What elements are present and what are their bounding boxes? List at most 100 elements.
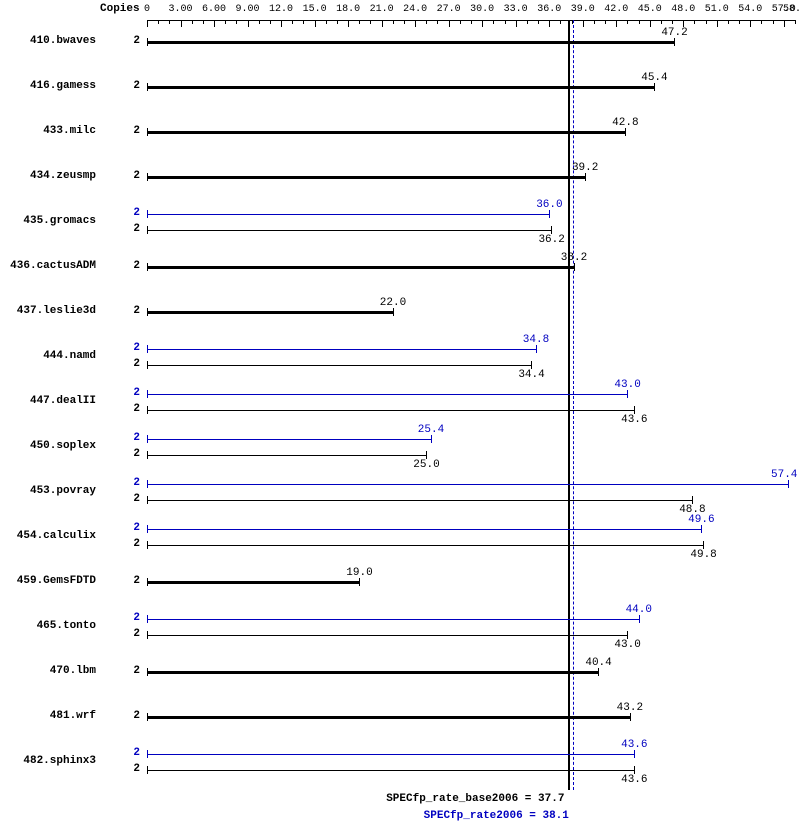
peak-bar-endcap bbox=[639, 615, 640, 623]
tick-label: 48.0 bbox=[671, 4, 695, 15]
tick-label: 51.0 bbox=[705, 4, 729, 15]
peak-copies: 2 bbox=[120, 522, 140, 534]
peak-copies: 2 bbox=[120, 477, 140, 489]
peak-bar bbox=[147, 619, 639, 620]
minor-tick bbox=[292, 20, 293, 24]
minor-tick bbox=[560, 20, 561, 24]
base-value: 38.2 bbox=[561, 252, 587, 264]
minor-tick bbox=[404, 20, 405, 24]
tick-label: 36.0 bbox=[537, 4, 561, 15]
major-tick bbox=[482, 20, 483, 27]
tick-label: 9.00 bbox=[236, 4, 260, 15]
minor-tick bbox=[426, 20, 427, 24]
base-value: 42.8 bbox=[612, 117, 638, 129]
major-tick bbox=[315, 20, 316, 27]
base-bar bbox=[147, 311, 393, 314]
peak-bar bbox=[147, 394, 627, 395]
benchmark-label: 434.zeusmp bbox=[0, 170, 96, 182]
tick-label: 21.0 bbox=[370, 4, 394, 15]
base-bar-endcap bbox=[654, 83, 655, 91]
minor-tick bbox=[739, 20, 740, 24]
major-tick bbox=[717, 20, 718, 27]
minor-tick bbox=[795, 20, 796, 24]
benchmark-label: 450.soplex bbox=[0, 440, 96, 452]
base-bar bbox=[147, 635, 627, 636]
peak-bar bbox=[147, 439, 431, 440]
base-bar bbox=[147, 500, 692, 501]
peak-value: 43.6 bbox=[621, 739, 647, 751]
benchmark-label: 437.leslie3d bbox=[0, 305, 96, 317]
major-tick bbox=[248, 20, 249, 27]
base-bar bbox=[147, 131, 625, 134]
peak-copies: 2 bbox=[120, 387, 140, 399]
base-bar bbox=[147, 671, 598, 674]
base-value: 22.0 bbox=[380, 297, 406, 309]
tick-label: 15.0 bbox=[303, 4, 327, 15]
major-tick bbox=[750, 20, 751, 27]
peak-value: 49.6 bbox=[688, 514, 714, 526]
base-bar bbox=[147, 545, 703, 546]
minor-tick bbox=[527, 20, 528, 24]
base-bar-endcap bbox=[630, 713, 631, 721]
base-copies: 2 bbox=[120, 763, 140, 775]
base-bar bbox=[147, 770, 634, 771]
minor-tick bbox=[270, 20, 271, 24]
base-bar bbox=[147, 716, 630, 719]
reference-line bbox=[573, 20, 574, 790]
peak-copies: 2 bbox=[120, 747, 140, 759]
peak-bar-endcap bbox=[634, 750, 635, 758]
benchmark-label: 482.sphinx3 bbox=[0, 755, 96, 767]
base-value: 25.0 bbox=[413, 459, 439, 471]
benchmark-label: 416.gamess bbox=[0, 80, 96, 92]
major-tick bbox=[147, 20, 148, 27]
base-copies: 2 bbox=[120, 665, 140, 677]
peak-copies: 2 bbox=[120, 432, 140, 444]
base-bar bbox=[147, 410, 634, 411]
minor-tick bbox=[192, 20, 193, 24]
base-bar-endcap bbox=[703, 541, 704, 549]
base-value: 45.4 bbox=[641, 72, 667, 84]
benchmark-label: 453.povray bbox=[0, 485, 96, 497]
base-copies: 2 bbox=[120, 223, 140, 235]
minor-tick bbox=[203, 20, 204, 24]
base-bar-endcap bbox=[692, 496, 693, 504]
tick-label: 54.0 bbox=[738, 4, 762, 15]
base-value: 43.6 bbox=[621, 414, 647, 426]
base-bar bbox=[147, 86, 654, 89]
major-tick bbox=[415, 20, 416, 27]
base-value: 34.4 bbox=[518, 369, 544, 381]
peak-value: 57.4 bbox=[771, 469, 797, 481]
peak-bar bbox=[147, 214, 549, 215]
tick-label: 33.0 bbox=[504, 4, 528, 15]
peak-bar-endcap bbox=[701, 525, 702, 533]
benchmark-label: 454.calculix bbox=[0, 530, 96, 542]
base-bar bbox=[147, 176, 585, 179]
major-tick bbox=[281, 20, 282, 27]
base-copies: 2 bbox=[120, 80, 140, 92]
base-copies: 2 bbox=[120, 305, 140, 317]
base-bar-endcap bbox=[625, 128, 626, 136]
benchmark-label: 465.tonto bbox=[0, 620, 96, 632]
base-value: 43.0 bbox=[614, 639, 640, 651]
base-copies: 2 bbox=[120, 260, 140, 272]
benchmark-label: 433.milc bbox=[0, 125, 96, 137]
base-copies: 2 bbox=[120, 493, 140, 505]
tick-label: 58.0 bbox=[783, 4, 799, 15]
major-tick bbox=[549, 20, 550, 27]
base-bar bbox=[147, 230, 551, 231]
peak-value: 25.4 bbox=[418, 424, 444, 436]
base-bar bbox=[147, 266, 574, 269]
peak-value: 36.0 bbox=[536, 199, 562, 211]
benchmark-label: 459.GemsFDTD bbox=[0, 575, 96, 587]
base-bar-endcap bbox=[574, 263, 575, 271]
minor-tick bbox=[773, 20, 774, 24]
benchmark-label: 410.bwaves bbox=[0, 35, 96, 47]
base-copies: 2 bbox=[120, 448, 140, 460]
major-tick bbox=[214, 20, 215, 27]
base-bar-endcap bbox=[531, 361, 532, 369]
base-copies: 2 bbox=[120, 35, 140, 47]
minor-tick bbox=[236, 20, 237, 24]
major-tick bbox=[683, 20, 684, 27]
minor-tick bbox=[169, 20, 170, 24]
base-value: 43.6 bbox=[621, 774, 647, 786]
